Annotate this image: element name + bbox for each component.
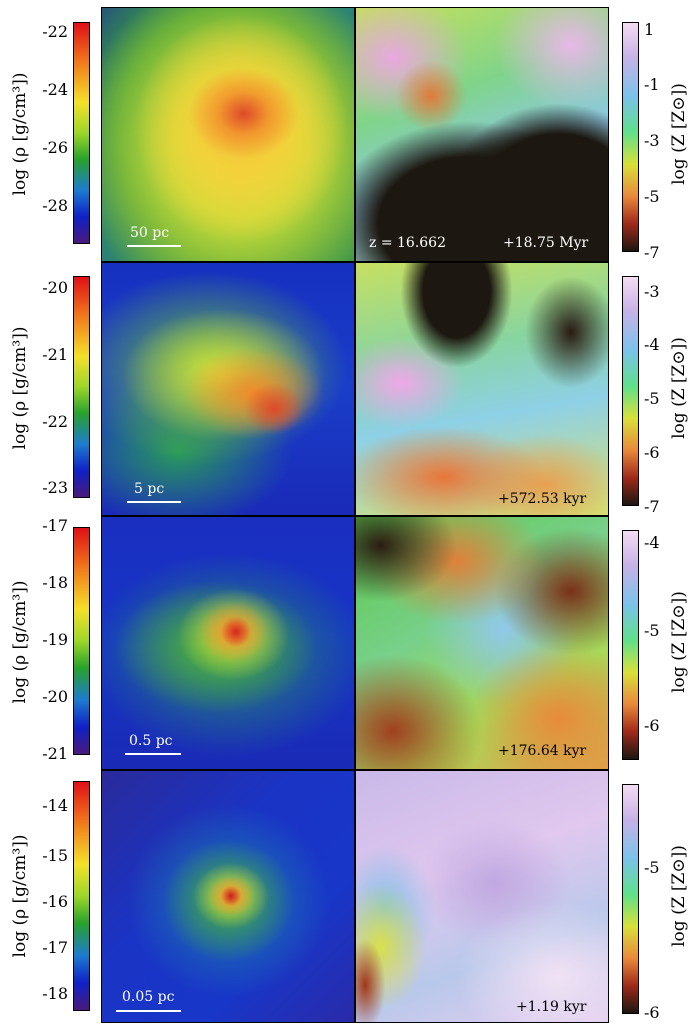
density-colorbar [73,781,90,1011]
metallicity-map [355,515,609,769]
metallicity-colorbar [622,530,639,760]
metallicity-axis-label: log (Z [Z⊙]) [669,83,689,185]
density-tick: -21 [42,744,68,763]
time-label: +1.19 kyr [516,999,587,1015]
metallicity-tick: -3 [644,131,660,150]
metallicity-axis-label: log (Z [Z⊙]) [669,845,689,947]
metallicity-tick: -4 [644,335,660,354]
time-label: +176.64 kyr [498,743,587,759]
density-tick: -17 [42,516,68,535]
density-tick: -20 [42,687,68,706]
density-tick: -19 [42,630,68,649]
metallicity-tick: -6 [644,716,660,735]
density-tick: -22 [42,412,68,431]
metallicity-colorbar [622,22,639,252]
time-label: +572.53 kyr [498,491,587,507]
density-tick: -24 [42,80,68,99]
density-tick: -28 [42,196,68,215]
density-tick: -18 [42,984,68,1003]
scale-bar [127,501,181,503]
metallicity-axis-label: log (Z [Z⊙]) [669,591,689,693]
metallicity-colorbar [622,784,639,1014]
metallicity-tick: -5 [644,621,660,640]
column-divider [354,7,356,1023]
row-4: log (ρ [g/cm³]) -14 -15 -16 -17 -18 0.05… [0,769,698,1023]
metallicity-map [355,261,609,515]
time-label: +18.75 Myr [503,235,589,251]
density-axis-label: log (ρ [g/cm³]) [10,72,30,196]
row-2: log (ρ [g/cm³]) -20 -21 -22 -23 5 pc +57… [0,261,698,515]
metallicity-tick: -1 [644,75,660,94]
density-axis-label: log (ρ [g/cm³]) [10,580,30,704]
metallicity-axis-label: log (Z [Z⊙]) [669,337,689,439]
row-3: log (ρ [g/cm³]) -17 -18 -19 -20 -21 0.5 … [0,515,698,769]
metallicity-tick: -4 [644,533,660,552]
metallicity-map [355,7,609,261]
density-axis-label: log (ρ [g/cm³]) [10,834,30,958]
density-map [102,515,355,769]
density-axis-label: log (ρ [g/cm³]) [10,326,30,450]
density-map [102,7,355,261]
scale-bar [116,1010,181,1012]
scale-bar [125,753,181,755]
density-tick: -21 [42,345,68,364]
metallicity-tick: -5 [644,858,660,877]
scale-label: 5 pc [134,481,165,497]
metallicity-colorbar [622,276,639,506]
density-tick: -23 [42,478,68,497]
metallicity-tick: -5 [644,389,660,408]
metallicity-tick: -3 [644,282,660,301]
density-colorbar [73,276,90,498]
metallicity-tick: -6 [644,1003,660,1022]
metallicity-map [355,769,609,1023]
metallicity-tick: -5 [644,187,660,206]
density-colorbar [73,527,90,755]
density-tick: -17 [42,938,68,957]
density-tick: -22 [42,22,68,41]
density-tick: -14 [42,796,68,815]
density-tick: -20 [42,278,68,297]
density-tick: -26 [42,138,68,157]
density-tick: -18 [42,573,68,592]
scale-label: 0.05 pc [122,989,175,1005]
scale-bar [127,245,181,247]
density-tick: -16 [42,892,68,911]
metallicity-tick: -7 [644,243,660,262]
density-tick: -15 [42,846,68,865]
row-1: log (ρ [g/cm³]) -22 -24 -26 -28 50 pc z … [0,7,698,261]
density-map [102,261,355,515]
density-map [102,769,355,1023]
redshift-label: z = 16.662 [369,235,446,251]
metallicity-tick: 1 [644,20,655,39]
metallicity-tick: -6 [644,443,660,462]
scale-label: 50 pc [130,225,170,241]
metallicity-tick: -7 [644,497,660,516]
density-colorbar [73,22,90,244]
scale-label: 0.5 pc [129,733,173,749]
